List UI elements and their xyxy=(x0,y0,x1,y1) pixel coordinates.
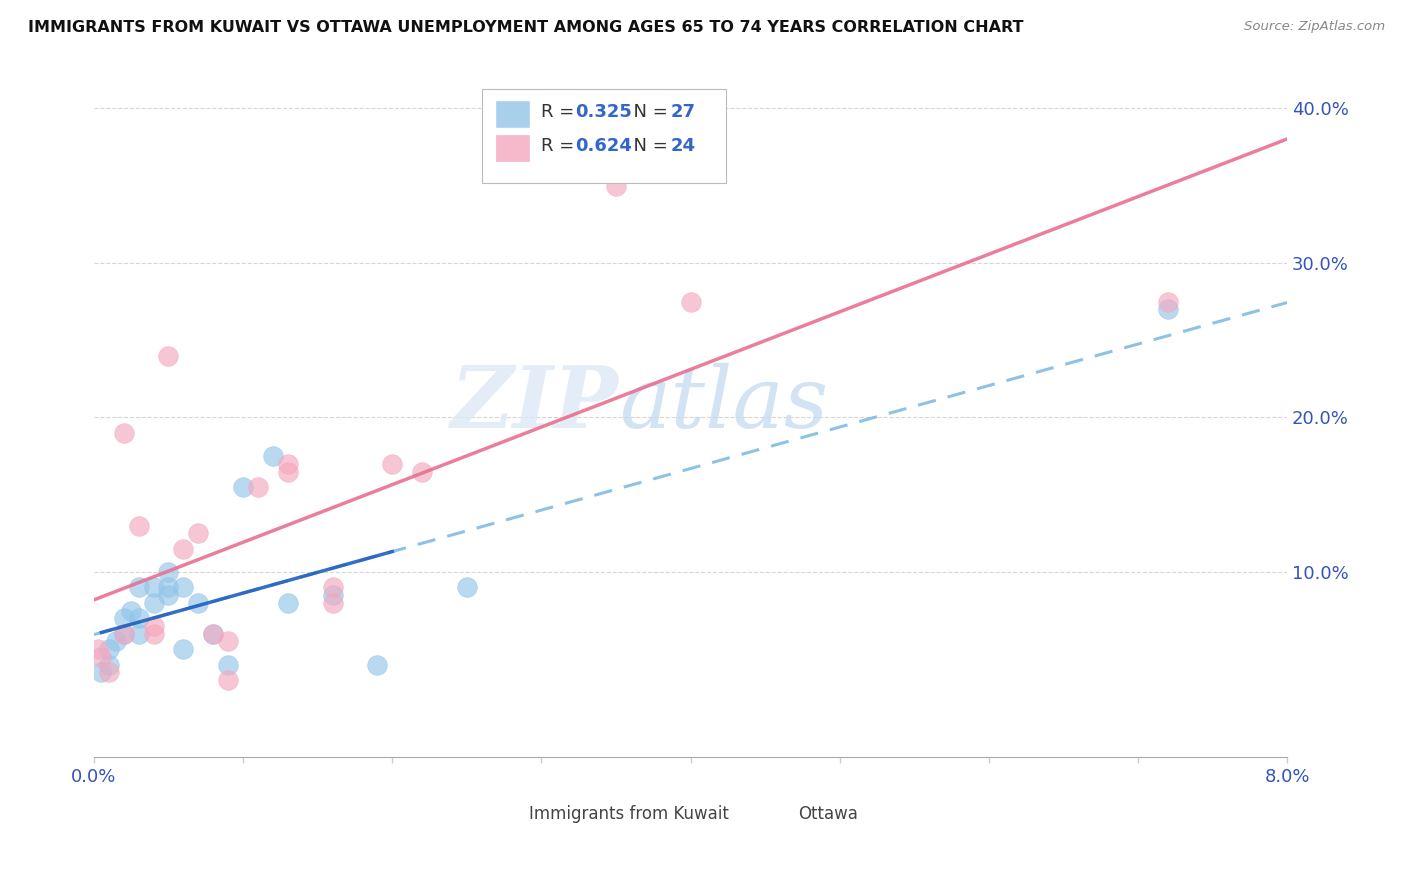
Point xyxy=(679,294,702,309)
Point xyxy=(90,649,112,664)
FancyBboxPatch shape xyxy=(496,136,530,161)
Point xyxy=(262,449,284,463)
Point xyxy=(157,581,180,595)
Point xyxy=(112,627,135,641)
Point xyxy=(90,665,112,680)
Text: atlas: atlas xyxy=(619,362,828,445)
Text: Source: ZipAtlas.com: Source: ZipAtlas.com xyxy=(1244,20,1385,33)
FancyBboxPatch shape xyxy=(482,89,727,183)
Point xyxy=(157,565,180,579)
Point xyxy=(97,642,120,657)
Point xyxy=(142,619,165,633)
Point xyxy=(105,634,128,648)
FancyBboxPatch shape xyxy=(496,101,530,127)
Text: ZIP: ZIP xyxy=(451,362,619,446)
Point xyxy=(187,526,209,541)
Point xyxy=(232,480,254,494)
Point xyxy=(112,425,135,440)
Text: R =: R = xyxy=(541,103,581,120)
Point xyxy=(142,627,165,641)
Point xyxy=(217,634,239,648)
Point xyxy=(172,642,194,657)
Point xyxy=(120,604,142,618)
Point xyxy=(128,518,150,533)
Text: 24: 24 xyxy=(671,136,695,154)
Point xyxy=(411,465,433,479)
Point xyxy=(112,627,135,641)
Point xyxy=(142,596,165,610)
Point xyxy=(97,665,120,680)
Text: 0.325: 0.325 xyxy=(575,103,631,120)
Point xyxy=(1157,302,1180,317)
Text: Ottawa: Ottawa xyxy=(797,805,858,823)
Point xyxy=(142,581,165,595)
Point xyxy=(87,642,110,657)
Point xyxy=(217,657,239,672)
Point xyxy=(381,457,404,471)
Point xyxy=(366,657,388,672)
Text: Immigrants from Kuwait: Immigrants from Kuwait xyxy=(530,805,730,823)
Point xyxy=(246,480,269,494)
Text: N =: N = xyxy=(623,103,673,120)
Point xyxy=(322,596,344,610)
Point xyxy=(172,581,194,595)
Point xyxy=(128,581,150,595)
Point xyxy=(97,657,120,672)
Point xyxy=(277,596,299,610)
Point xyxy=(277,457,299,471)
Text: IMMIGRANTS FROM KUWAIT VS OTTAWA UNEMPLOYMENT AMONG AGES 65 TO 74 YEARS CORRELAT: IMMIGRANTS FROM KUWAIT VS OTTAWA UNEMPLO… xyxy=(28,20,1024,35)
Point xyxy=(605,178,627,193)
FancyBboxPatch shape xyxy=(475,802,522,819)
Point xyxy=(112,611,135,625)
Text: 27: 27 xyxy=(671,103,695,120)
Point xyxy=(202,627,225,641)
Point xyxy=(202,627,225,641)
Text: N =: N = xyxy=(623,136,673,154)
Point xyxy=(157,588,180,602)
Point xyxy=(1157,294,1180,309)
Point xyxy=(187,596,209,610)
Y-axis label: Unemployment Among Ages 65 to 74 years: Unemployment Among Ages 65 to 74 years xyxy=(0,250,7,585)
Text: 0.624: 0.624 xyxy=(575,136,631,154)
Point xyxy=(172,541,194,556)
Point xyxy=(217,673,239,687)
Point xyxy=(128,611,150,625)
Point xyxy=(322,588,344,602)
Point xyxy=(128,627,150,641)
Point xyxy=(157,349,180,363)
Text: R =: R = xyxy=(541,136,581,154)
Point xyxy=(456,581,478,595)
Point xyxy=(277,465,299,479)
FancyBboxPatch shape xyxy=(738,802,783,819)
Point xyxy=(322,581,344,595)
